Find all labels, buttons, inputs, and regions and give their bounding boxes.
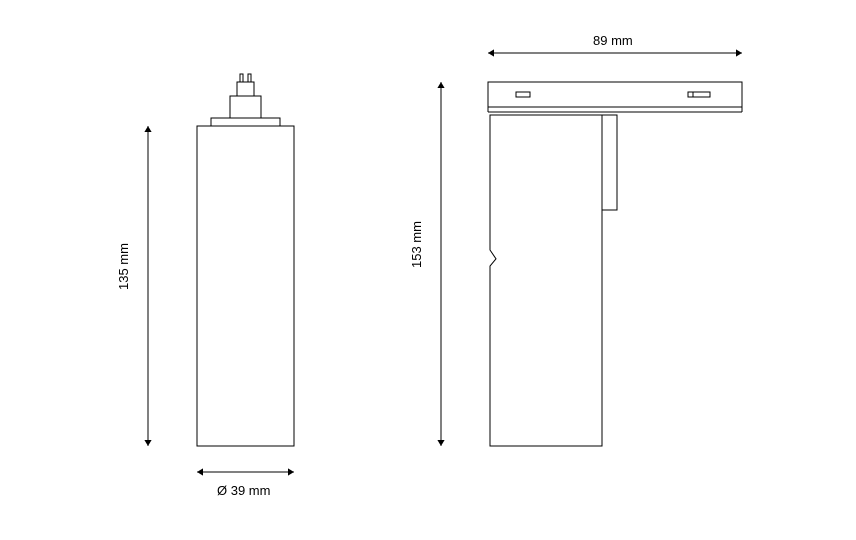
dim-label: Ø 39 mm [217, 483, 270, 498]
dim-label: 89 mm [593, 33, 633, 48]
dim-label: 135 mm [116, 243, 131, 290]
technical-drawing: 135 mm Ø 39 mm 153 mm 89 mm [0, 0, 856, 540]
dim-label: 153 mm [409, 221, 424, 268]
